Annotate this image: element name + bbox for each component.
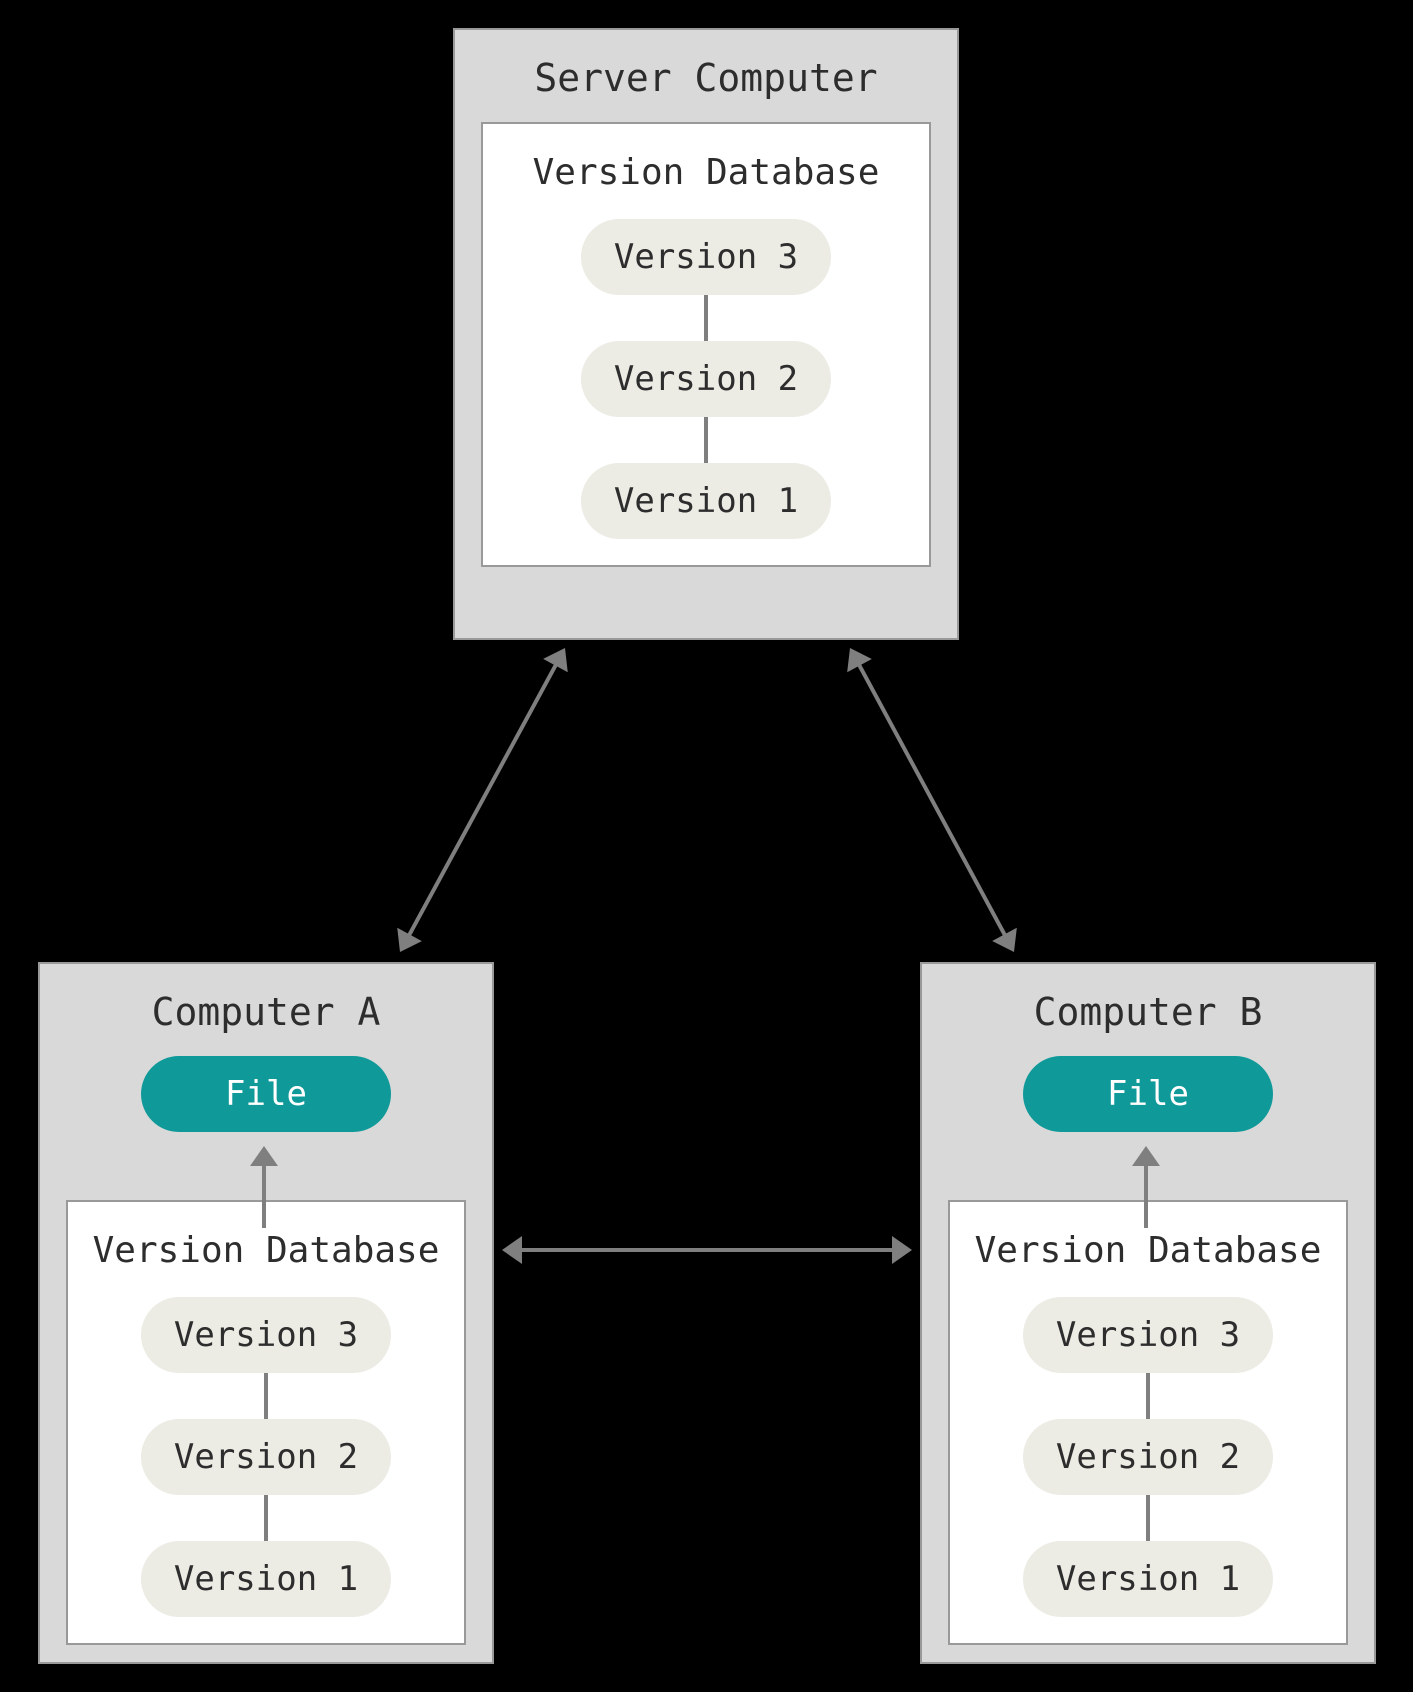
version-link <box>704 295 708 341</box>
file-pill: File <box>1023 1056 1273 1132</box>
version-pill: Version 3 <box>141 1297 391 1373</box>
computer-a-title: Computer A <box>40 964 492 1056</box>
computer-b-db-title: Version Database <box>950 1230 1346 1271</box>
computer-b-panel: Computer B File Version Database Version… <box>920 962 1376 1664</box>
version-pill: Version 1 <box>141 1541 391 1617</box>
version-pill: Version 2 <box>141 1419 391 1495</box>
server-panel: Server Computer Version Database Version… <box>453 28 959 640</box>
computer-b-title: Computer B <box>922 964 1374 1056</box>
version-pill: Version 2 <box>581 341 831 417</box>
computer-a-db-box: Version Database Version 3 Version 2 Ver… <box>66 1200 466 1645</box>
version-link <box>264 1495 268 1541</box>
version-link <box>1146 1373 1150 1419</box>
server-title: Server Computer <box>455 30 957 122</box>
computer-a-db-title: Version Database <box>68 1230 464 1271</box>
version-link <box>264 1373 268 1419</box>
computer-b-db-box: Version Database Version 3 Version 2 Ver… <box>948 1200 1348 1645</box>
file-pill: File <box>141 1056 391 1132</box>
version-pill: Version 3 <box>1023 1297 1273 1373</box>
computer-a-panel: Computer A File Version Database Version… <box>38 962 494 1664</box>
server-db-title: Version Database <box>483 152 929 193</box>
version-pill: Version 2 <box>1023 1419 1273 1495</box>
version-pill: Version 1 <box>581 463 831 539</box>
version-pill: Version 3 <box>581 219 831 295</box>
version-pill: Version 1 <box>1023 1541 1273 1617</box>
version-link <box>1146 1495 1150 1541</box>
diagram-stage: Server Computer Version Database Version… <box>0 0 1413 1692</box>
server-db-box: Version Database Version 3 Version 2 Ver… <box>481 122 931 567</box>
version-link <box>704 417 708 463</box>
